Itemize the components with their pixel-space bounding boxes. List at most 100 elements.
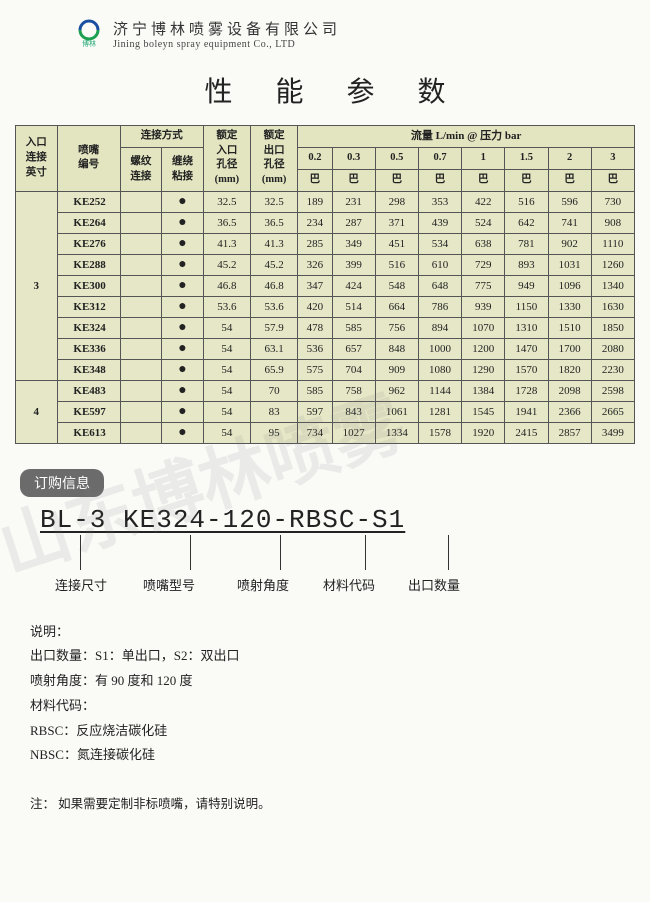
thread-cell — [120, 401, 162, 422]
wrap-cell: ● — [162, 191, 204, 212]
flow-cell: 908 — [591, 212, 634, 233]
flow-cell: 424 — [332, 275, 375, 296]
callout-label: 喷嘴型号 — [143, 575, 195, 594]
table-row: KE613●5495734102713341578192024152857349… — [16, 422, 635, 443]
flow-cell: 2415 — [505, 422, 548, 443]
table-row: KE288●45.245.232639951661072989310311260 — [16, 254, 635, 275]
flow-cell: 478 — [298, 317, 332, 338]
flow-cell: 371 — [375, 212, 418, 233]
model-cell: KE288 — [57, 254, 120, 275]
flow-cell: 353 — [418, 191, 461, 212]
flow-cell: 786 — [418, 296, 461, 317]
notes-line-1: 喷射角度：有 90 度和 120 度 — [30, 669, 635, 694]
flow-cell: 657 — [332, 338, 375, 359]
inlet-dia-cell: 32.5 — [203, 191, 250, 212]
company-name-cn: 济宁博林喷雾设备有限公司 — [113, 18, 341, 39]
flow-cell: 514 — [332, 296, 375, 317]
model-cell: KE597 — [57, 401, 120, 422]
thread-cell — [120, 380, 162, 401]
flow-cell: 2366 — [548, 401, 591, 422]
flow-cell: 775 — [462, 275, 505, 296]
inlet-dia-cell: 54 — [203, 317, 250, 338]
flow-cell: 1290 — [462, 359, 505, 380]
flow-cell: 2230 — [591, 359, 634, 380]
flow-cell: 1080 — [418, 359, 461, 380]
flow-cell: 1570 — [505, 359, 548, 380]
inlet-dia-cell: 54 — [203, 359, 250, 380]
flow-cell: 189 — [298, 191, 332, 212]
inlet-dia-cell: 54 — [203, 401, 250, 422]
flow-cell: 575 — [298, 359, 332, 380]
flow-cell: 534 — [418, 233, 461, 254]
thread-cell — [120, 191, 162, 212]
header-p4: 1 — [462, 148, 505, 170]
flow-cell: 1545 — [462, 401, 505, 422]
flow-cell: 326 — [298, 254, 332, 275]
flow-cell: 1070 — [462, 317, 505, 338]
flow-cell: 848 — [375, 338, 418, 359]
flow-cell: 756 — [375, 317, 418, 338]
flow-cell: 231 — [332, 191, 375, 212]
header-thread: 螺纹 连接 — [120, 148, 162, 191]
flow-cell: 2857 — [548, 422, 591, 443]
table-row: KE276●41.341.32853494515346387819021110 — [16, 233, 635, 254]
header-u0: 巴 — [298, 170, 332, 192]
company-name-en: Jining boleyn spray equipment Co., LTD — [113, 39, 341, 50]
flow-cell: 758 — [332, 380, 375, 401]
callout-line — [448, 535, 449, 570]
flow-cell: 1700 — [548, 338, 591, 359]
wrap-cell: ● — [162, 275, 204, 296]
company-header: 博林 济宁博林喷雾设备有限公司 Jining boleyn spray equi… — [15, 10, 635, 55]
table-row: 3KE252●32.532.5189231298353422516596730 — [16, 191, 635, 212]
outlet-dia-cell: 83 — [251, 401, 298, 422]
wrap-cell: ● — [162, 359, 204, 380]
notes-line-4: NBSC：氮连接碳化硅 — [30, 743, 635, 768]
flow-cell: 451 — [375, 233, 418, 254]
flow-cell: 1510 — [548, 317, 591, 338]
flow-cell: 648 — [418, 275, 461, 296]
header-inlet: 入口 连接 英寸 — [16, 126, 58, 192]
inlet-dia-cell: 53.6 — [203, 296, 250, 317]
table-row: KE336●5463.15366578481000120014701700208… — [16, 338, 635, 359]
wrap-cell: ● — [162, 296, 204, 317]
flow-cell: 1096 — [548, 275, 591, 296]
flow-cell: 1260 — [591, 254, 634, 275]
inlet-cell: 4 — [16, 380, 58, 443]
model-cell: KE276 — [57, 233, 120, 254]
callout-line — [190, 535, 191, 570]
notes-section: 说明： 出口数量：S1：单出口，S2：双出口 喷射角度：有 90 度和 120 … — [30, 620, 635, 768]
flow-cell: 585 — [298, 380, 332, 401]
callout-line — [365, 535, 366, 570]
model-cell: KE252 — [57, 191, 120, 212]
outlet-dia-cell: 45.2 — [251, 254, 298, 275]
flow-cell: 1031 — [548, 254, 591, 275]
header-model: 喷嘴 编号 — [57, 126, 120, 192]
header-u2: 巴 — [375, 170, 418, 192]
flow-cell: 516 — [505, 191, 548, 212]
flow-cell: 1200 — [462, 338, 505, 359]
table-row: KE312●53.653.642051466478693911501330163… — [16, 296, 635, 317]
flow-cell: 638 — [462, 233, 505, 254]
header-u6: 巴 — [548, 170, 591, 192]
flow-cell: 536 — [298, 338, 332, 359]
header-p7: 3 — [591, 148, 634, 170]
order-callouts: 连接尺寸喷嘴型号喷射角度材料代码出口数量 — [40, 535, 635, 605]
callout-label: 喷射角度 — [237, 575, 289, 594]
outlet-dia-cell: 46.8 — [251, 275, 298, 296]
flow-cell: 1330 — [548, 296, 591, 317]
header-p3: 0.7 — [418, 148, 461, 170]
header-u1: 巴 — [332, 170, 375, 192]
company-logo: 博林 — [75, 19, 103, 49]
inlet-dia-cell: 54 — [203, 338, 250, 359]
thread-cell — [120, 338, 162, 359]
header-p5: 1.5 — [505, 148, 548, 170]
flow-cell: 3499 — [591, 422, 634, 443]
flow-cell: 1144 — [418, 380, 461, 401]
wrap-cell: ● — [162, 254, 204, 275]
flow-cell: 1850 — [591, 317, 634, 338]
flow-cell: 1340 — [591, 275, 634, 296]
table-row: KE348●5465.95757049091080129015701820223… — [16, 359, 635, 380]
header-outlet-dia: 额定 出口 孔径 (mm) — [251, 126, 298, 192]
flow-cell: 516 — [375, 254, 418, 275]
outlet-dia-cell: 65.9 — [251, 359, 298, 380]
